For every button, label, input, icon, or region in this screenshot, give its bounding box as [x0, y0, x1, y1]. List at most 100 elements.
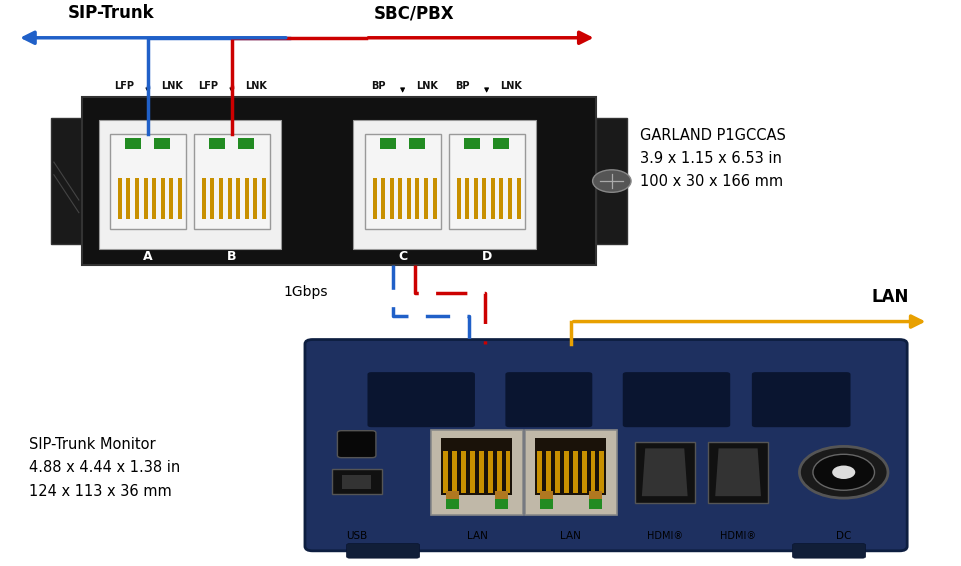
Bar: [505, 451, 510, 494]
Text: SIP-Trunk Monitor
4.88 x 4.44 x 1.38 in
124 x 113 x 36 mm: SIP-Trunk Monitor 4.88 x 4.44 x 1.38 in …: [29, 437, 180, 499]
Bar: [588, 499, 601, 509]
Bar: [588, 491, 601, 499]
Text: LFP: LFP: [198, 81, 217, 91]
FancyBboxPatch shape: [505, 372, 592, 427]
Bar: [481, 178, 485, 219]
Text: LNK: LNK: [499, 81, 521, 91]
Bar: [516, 178, 520, 219]
Bar: [494, 499, 507, 509]
Text: LNK: LNK: [415, 81, 437, 91]
Bar: [210, 178, 214, 219]
Bar: [372, 178, 376, 219]
FancyBboxPatch shape: [367, 372, 475, 427]
Bar: [126, 178, 130, 219]
Bar: [125, 138, 141, 148]
Bar: [581, 451, 586, 494]
FancyBboxPatch shape: [110, 135, 185, 229]
Bar: [117, 178, 122, 219]
FancyBboxPatch shape: [634, 441, 694, 503]
FancyBboxPatch shape: [305, 340, 906, 551]
Bar: [407, 178, 410, 219]
FancyBboxPatch shape: [353, 120, 535, 249]
FancyBboxPatch shape: [342, 475, 371, 489]
Bar: [178, 178, 182, 219]
Bar: [446, 499, 458, 509]
Bar: [380, 138, 396, 148]
Bar: [415, 178, 419, 219]
Text: HDMI®: HDMI®: [719, 531, 755, 541]
Circle shape: [831, 465, 854, 479]
Text: HDMI®: HDMI®: [646, 531, 682, 541]
Bar: [537, 451, 542, 494]
Bar: [154, 138, 170, 148]
Bar: [446, 491, 458, 499]
Text: LNK: LNK: [245, 81, 266, 91]
FancyBboxPatch shape: [707, 441, 767, 503]
Bar: [452, 451, 456, 494]
Text: BP: BP: [455, 81, 469, 91]
Bar: [460, 451, 465, 494]
Bar: [473, 178, 478, 219]
Bar: [572, 451, 578, 494]
Bar: [456, 178, 460, 219]
Bar: [443, 451, 448, 494]
Polygon shape: [641, 448, 687, 496]
Bar: [599, 451, 604, 494]
Bar: [135, 178, 138, 219]
Bar: [539, 491, 553, 499]
Bar: [202, 178, 206, 219]
Text: A: A: [143, 250, 153, 263]
Bar: [470, 451, 475, 494]
Text: GARLAND P1GCCAS
3.9 x 1.15 x 6.53 in
100 x 30 x 166 mm: GARLAND P1GCCAS 3.9 x 1.15 x 6.53 in 100…: [639, 128, 785, 190]
FancyBboxPatch shape: [364, 135, 440, 229]
Bar: [424, 178, 428, 219]
Text: SBC/PBX: SBC/PBX: [373, 4, 454, 22]
Bar: [209, 138, 225, 148]
Bar: [228, 178, 232, 219]
Bar: [398, 178, 402, 219]
Circle shape: [592, 170, 630, 192]
Text: B: B: [227, 250, 236, 263]
Bar: [235, 178, 240, 219]
Bar: [238, 138, 254, 148]
Bar: [82, 97, 596, 265]
Bar: [381, 178, 384, 219]
Bar: [389, 178, 393, 219]
Bar: [534, 438, 605, 495]
Bar: [143, 178, 147, 219]
Bar: [169, 178, 173, 219]
Bar: [408, 138, 425, 148]
Text: USB: USB: [346, 531, 367, 541]
Bar: [546, 451, 551, 494]
Bar: [160, 178, 164, 219]
Text: C: C: [398, 250, 407, 263]
Text: BP: BP: [371, 81, 385, 91]
Bar: [494, 491, 507, 499]
Bar: [507, 178, 511, 219]
Text: LAN: LAN: [560, 531, 580, 541]
Text: LFP: LFP: [113, 81, 134, 91]
Bar: [465, 178, 469, 219]
Bar: [539, 499, 553, 509]
FancyBboxPatch shape: [752, 372, 850, 427]
Text: LAN: LAN: [466, 531, 487, 541]
FancyBboxPatch shape: [194, 135, 270, 229]
FancyBboxPatch shape: [792, 543, 865, 558]
Bar: [490, 178, 494, 219]
Polygon shape: [714, 448, 760, 496]
FancyBboxPatch shape: [596, 118, 627, 245]
Bar: [590, 451, 595, 494]
FancyBboxPatch shape: [622, 372, 729, 427]
Bar: [493, 138, 508, 148]
Bar: [432, 178, 436, 219]
Text: SIP-Trunk: SIP-Trunk: [67, 4, 154, 22]
Bar: [563, 451, 568, 494]
Bar: [487, 451, 492, 494]
Bar: [496, 451, 501, 494]
Bar: [253, 178, 257, 219]
Bar: [464, 138, 480, 148]
Bar: [261, 178, 265, 219]
Bar: [219, 178, 223, 219]
Bar: [244, 178, 249, 219]
Bar: [479, 451, 483, 494]
